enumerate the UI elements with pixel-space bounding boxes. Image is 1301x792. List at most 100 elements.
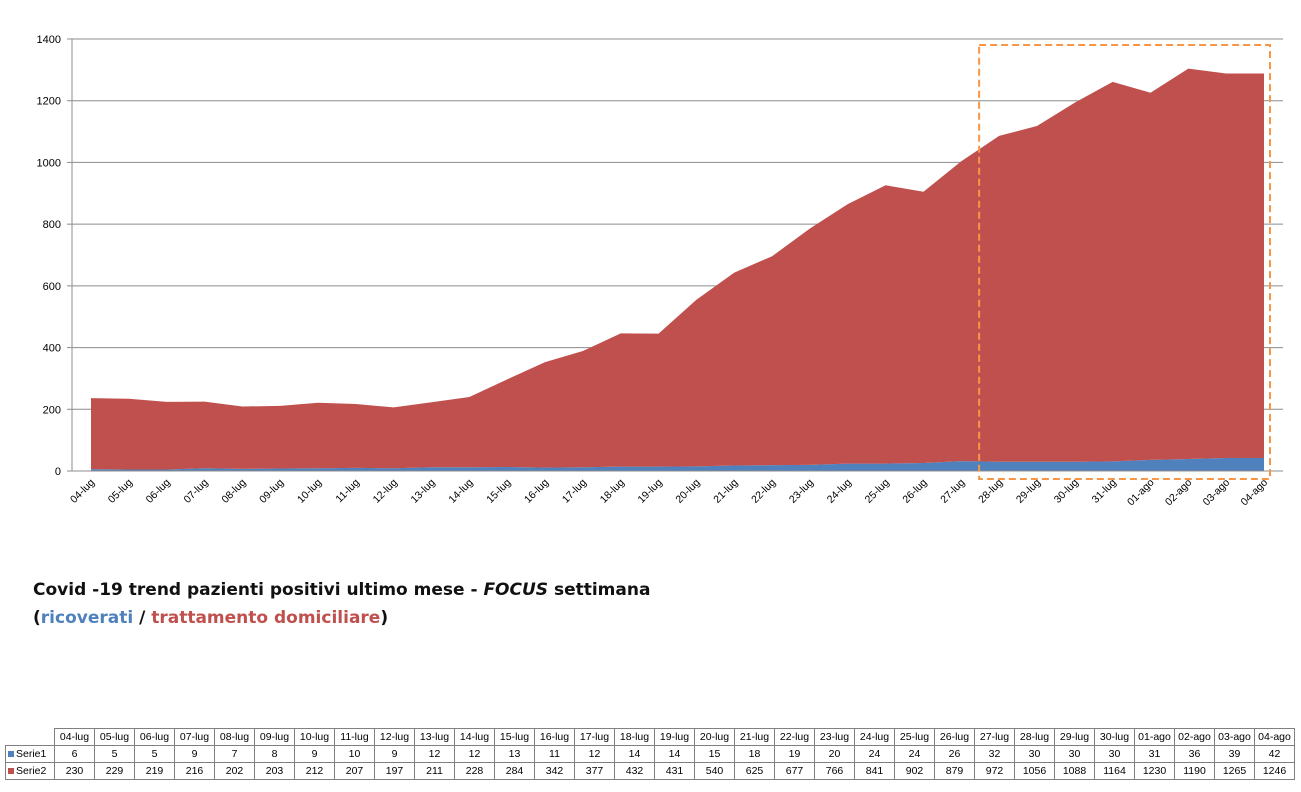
- table-header-cell: 09-lug: [254, 728, 295, 746]
- caption-title: Covid -19 trend pazienti positivi ultimo…: [33, 580, 484, 600]
- table-cell: 15: [694, 745, 735, 763]
- table-cell: 1056: [1014, 762, 1055, 780]
- y-tick-label-600: 600: [43, 281, 61, 293]
- x-tick-label-31-lug: 31-lug: [1090, 477, 1119, 506]
- x-tick-label-08-lug: 08-lug: [219, 477, 248, 506]
- table-cell: 5: [134, 745, 175, 763]
- table-header-cell: 08-lug: [214, 728, 255, 746]
- table-cell: 841: [854, 762, 895, 780]
- x-tick-label-21-lug: 21-lug: [711, 477, 740, 506]
- table-cell: 540: [694, 762, 735, 780]
- table-header-cell: 07-lug: [174, 728, 215, 746]
- x-tick-label-16-lug: 16-lug: [522, 477, 551, 506]
- table-cell: 24: [854, 745, 895, 763]
- table-cell: 36: [1174, 745, 1215, 763]
- table-cell: 202: [214, 762, 255, 780]
- legend-label: Serie2: [16, 765, 47, 777]
- table-header-cell: 17-lug: [574, 728, 615, 746]
- table-header-cell: 01-ago: [1134, 728, 1175, 746]
- caption-trattamento: trattamento domiciliare: [151, 608, 381, 628]
- table-cell: 30: [1054, 745, 1095, 763]
- caption-focus: FOCUS: [483, 580, 549, 600]
- table-cell: 211: [414, 762, 455, 780]
- table-cell: 14: [614, 745, 655, 763]
- area-serie1: [91, 458, 1264, 471]
- table-cell: 26: [934, 745, 975, 763]
- legend-key: [8, 751, 14, 758]
- table-cell: 8: [254, 745, 295, 763]
- x-tick-label-23-lug: 23-lug: [787, 477, 816, 506]
- table-cell: 9: [374, 745, 415, 763]
- table-cell: 212: [294, 762, 335, 780]
- table-header-cell: 10-lug: [294, 728, 335, 746]
- table-header-cell: 30-lug: [1094, 728, 1135, 746]
- x-tick-label-30-lug: 30-lug: [1052, 477, 1081, 506]
- table-cell: 13: [494, 745, 535, 763]
- gridlines: [72, 38, 1283, 410]
- x-tick-label-25-lug: 25-lug: [863, 477, 892, 506]
- table-header-cell: 16-lug: [534, 728, 575, 746]
- table-header-cell: 03-ago: [1214, 728, 1255, 746]
- table-header-cell: 21-lug: [734, 728, 775, 746]
- table-cell: 19: [774, 745, 815, 763]
- x-tick-label-12-lug: 12-lug: [371, 477, 400, 506]
- caption-paren-open: (: [33, 608, 41, 628]
- table-row: Serie2 230 229 219 216 202 203 212 207 197 211 228 2…: [5, 762, 1295, 780]
- highlight-group: [978, 44, 1271, 480]
- table-header-cell: 19-lug: [654, 728, 695, 746]
- table-header-cell: 06-lug: [134, 728, 175, 746]
- x-tick-label-02-ago: 02-ago: [1163, 477, 1195, 509]
- table-header-cell: 26-lug: [934, 728, 975, 746]
- table-cell: 377: [574, 762, 615, 780]
- table-row-label: Serie1: [5, 745, 55, 763]
- y-tick-label-200: 200: [43, 404, 61, 416]
- x-tick-label-11-lug: 11-lug: [333, 477, 362, 506]
- table-cell: 12: [414, 745, 455, 763]
- table-cell: 228: [454, 762, 495, 780]
- table-header-cell: 12-lug: [374, 728, 415, 746]
- table-cell: 431: [654, 762, 695, 780]
- table-cell: 219: [134, 762, 175, 780]
- x-tick-label-19-lug: 19-lug: [636, 477, 665, 506]
- x-tick-label-27-lug: 27-lug: [938, 477, 967, 506]
- caption-ricoverati: ricoverati: [40, 608, 134, 628]
- table-header-cell: 05-lug: [94, 728, 135, 746]
- table-header-cell: 23-lug: [814, 728, 855, 746]
- table-header-cell: 04-lug: [54, 728, 95, 746]
- table-corner: [6, 729, 55, 746]
- table-cell: 42: [1254, 745, 1295, 763]
- table-header-cell: 24-lug: [854, 728, 895, 746]
- table-header-cell: 22-lug: [774, 728, 815, 746]
- table-cell: 342: [534, 762, 575, 780]
- y-tick-label-1400: 1400: [37, 34, 61, 46]
- areas: [91, 68, 1264, 471]
- table-cell: 879: [934, 762, 975, 780]
- table-cell: 203: [254, 762, 295, 780]
- table-header-cell: 29-lug: [1054, 728, 1095, 746]
- x-tick-label-09-lug: 09-lug: [257, 477, 286, 506]
- table-cell: 18: [734, 745, 775, 763]
- table-cell: 229: [94, 762, 135, 780]
- legend-key: [8, 768, 14, 775]
- table-cell: 20: [814, 745, 855, 763]
- x-tick-label-07-lug: 07-lug: [182, 477, 211, 506]
- table-cell: 284: [494, 762, 535, 780]
- chart-caption: Covid -19 trend pazienti positivi ultimo…: [33, 576, 650, 632]
- table-row-label: Serie2: [5, 762, 55, 780]
- table-header-cell: 14-lug: [454, 728, 495, 746]
- table-cell: 6: [54, 745, 95, 763]
- table-header-cell: 27-lug: [974, 728, 1015, 746]
- table-row: Serie1 6 5 5 9 7 8 9 10 9 12 12 13 11 12 14 14 15 18 19 20 24…: [5, 745, 1295, 763]
- x-tick-label-04-lug: 04-lug: [68, 477, 97, 506]
- area-chart: 0 200 400 600 800 1000 1200 1400 04-lug 05-lug 06…: [37, 34, 1283, 509]
- table-cell: 972: [974, 762, 1015, 780]
- x-tick-label-26-lug: 26-lug: [900, 477, 929, 506]
- table-header-cell: 25-lug: [894, 728, 935, 746]
- caption-slash: /: [133, 608, 152, 628]
- x-tick-label-13-lug: 13-lug: [409, 477, 438, 506]
- table-cell: 432: [614, 762, 655, 780]
- x-tick-label-05-lug: 05-lug: [106, 477, 135, 506]
- table-cell: 30: [1094, 745, 1135, 763]
- table-cell: 11: [534, 745, 575, 763]
- caption-line-1: Covid -19 trend pazienti positivi ultimo…: [33, 576, 650, 604]
